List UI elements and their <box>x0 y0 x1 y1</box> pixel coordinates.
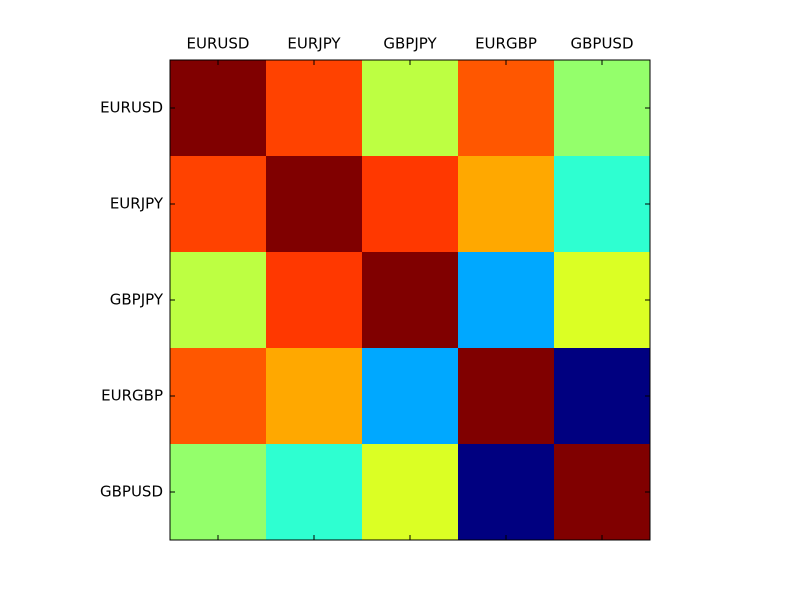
heatmap-cell <box>266 156 362 252</box>
y-tick-label: GBPUSD <box>100 483 163 501</box>
heatmap-cell <box>554 60 650 156</box>
y-tick-label: EURJPY <box>110 195 164 213</box>
y-tick-label: EURUSD <box>100 99 163 117</box>
heatmap-cell <box>458 444 554 540</box>
heatmap-cell <box>458 348 554 444</box>
heatmap-cell <box>170 348 266 444</box>
heatmap-cell <box>170 60 266 156</box>
heatmap-cell <box>458 252 554 348</box>
x-tick-label: EURUSD <box>187 35 250 53</box>
x-tick-label: GBPJPY <box>383 35 437 53</box>
heatmap-cell <box>362 252 458 348</box>
heatmap-cell <box>170 444 266 540</box>
heatmap-cell <box>362 444 458 540</box>
heatmap-cell <box>170 252 266 348</box>
heatmap-cell <box>554 444 650 540</box>
x-tick-label: EURJPY <box>287 35 341 53</box>
heatmap-cell <box>458 156 554 252</box>
heatmap-cell <box>170 156 266 252</box>
y-tick-label: EURGBP <box>101 387 163 405</box>
heatmap-cell <box>266 252 362 348</box>
heatmap-cell <box>362 60 458 156</box>
heatmap-cell <box>554 252 650 348</box>
x-tick-label: GBPUSD <box>570 35 633 53</box>
y-tick-label: GBPJPY <box>110 291 164 309</box>
x-tick-label: EURGBP <box>475 35 537 53</box>
heatmap-cell <box>554 156 650 252</box>
heatmap-cell <box>362 156 458 252</box>
heatmap-cell <box>458 60 554 156</box>
heatmap-cell <box>266 444 362 540</box>
heatmap-cell <box>266 60 362 156</box>
heatmap-cell <box>362 348 458 444</box>
heatmap-cell <box>554 348 650 444</box>
heatmap-cell <box>266 348 362 444</box>
